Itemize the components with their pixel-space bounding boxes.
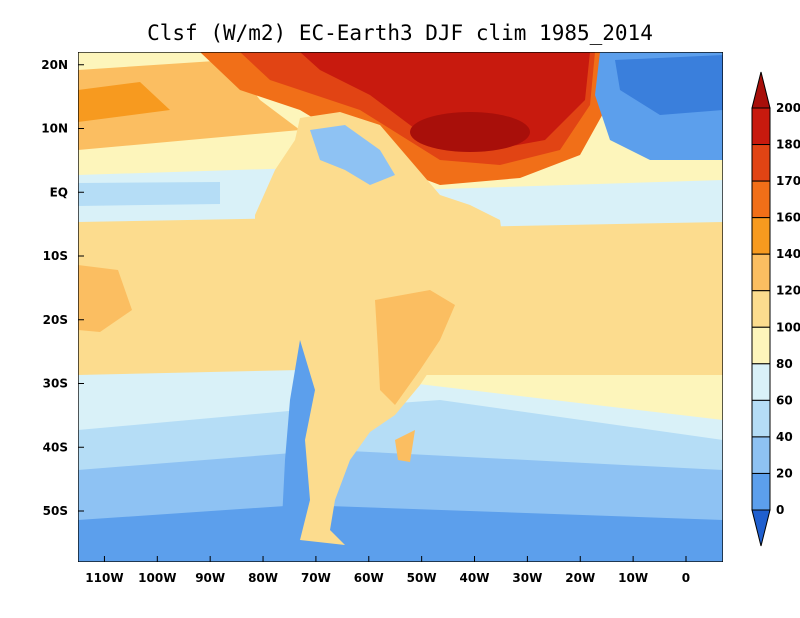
colorbar-label: 60 xyxy=(776,393,793,407)
colorbar-label: 120 xyxy=(776,284,800,298)
map-field xyxy=(78,52,723,562)
northern-sa-low xyxy=(310,125,395,185)
map-axes: 110W 100W 90W 80W 70W 60W 50W 40W 30W 20W 10W 0 20N 1… xyxy=(41,58,690,585)
colorbar-box xyxy=(751,217,771,255)
band-equatorial-pacific-core xyxy=(78,182,220,206)
y-tick-label: 20S xyxy=(43,313,68,327)
colorbar-label: 200 xyxy=(776,101,800,115)
colorbar-box xyxy=(751,180,771,219)
colorbar-label: 180 xyxy=(776,138,800,152)
colorbar-box xyxy=(751,472,771,511)
southeast-brazil-high xyxy=(375,290,455,405)
colorbar-label: 100 xyxy=(776,320,800,334)
colorbar-label: 140 xyxy=(776,247,800,261)
x-tick-label: 40W xyxy=(460,571,490,585)
colorbar-label: 160 xyxy=(776,211,800,225)
colorbar-box xyxy=(751,107,771,146)
andes-low xyxy=(282,340,315,540)
x-tick-label: 10W xyxy=(618,571,648,585)
band-southern-ocean-dark xyxy=(78,505,723,562)
colorbar-box xyxy=(751,144,771,182)
colorbar-label: 20 xyxy=(776,466,793,480)
x-tick-label: 50W xyxy=(407,571,437,585)
colorbar-top-extension xyxy=(751,71,771,109)
south-atlantic-spot xyxy=(395,430,415,462)
colorbar-box xyxy=(751,436,771,474)
x-tick-label: 80W xyxy=(248,571,278,585)
y-tick-label: 20N xyxy=(41,58,68,72)
colorbar-box xyxy=(751,326,771,365)
colorbar: 0 20 40 60 80 100 120 140 160 170 180 200 xyxy=(751,71,800,547)
pacific-subtropical-high xyxy=(78,265,132,332)
y-tick-label: 10N xyxy=(41,122,68,136)
y-tick-label: EQ xyxy=(50,185,68,199)
colorbar-bottom-extension xyxy=(751,509,771,547)
x-tick-label: 110W xyxy=(85,571,123,585)
colorbar-label: 40 xyxy=(776,430,793,444)
map-title: Clsf (W/m2) EC-Earth3 DJF clim 1985_2014 xyxy=(147,21,653,45)
x-tick-label: 60W xyxy=(354,571,384,585)
colorbar-box xyxy=(751,399,771,438)
colorbar-label: 0 xyxy=(776,503,784,517)
y-tick-label: 40S xyxy=(43,440,68,454)
y-tick-label: 10S xyxy=(43,249,68,263)
east-pacific-warm-spot xyxy=(78,82,170,122)
tropical-atlantic-max xyxy=(410,112,530,152)
x-tick-label: 100W xyxy=(138,571,176,585)
colorbar-box xyxy=(751,253,771,292)
colorbar-label: 80 xyxy=(776,357,793,371)
x-tick-label: 0 xyxy=(682,571,690,585)
x-tick-label: 20W xyxy=(565,571,595,585)
x-tick-label: 30W xyxy=(512,571,542,585)
colorbar-label: 170 xyxy=(776,174,800,188)
x-tick-label: 70W xyxy=(301,571,331,585)
x-tick-label: 90W xyxy=(195,571,225,585)
y-tick-label: 50S xyxy=(43,504,68,518)
colorbar-box xyxy=(751,363,771,401)
y-tick-label: 30S xyxy=(43,377,68,391)
colorbar-box xyxy=(751,290,771,328)
west-africa-lowest xyxy=(615,55,723,115)
